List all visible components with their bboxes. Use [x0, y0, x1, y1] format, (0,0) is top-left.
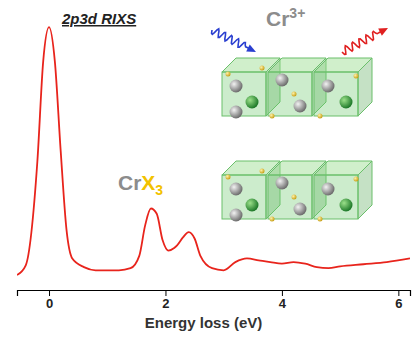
photon-wave — [212, 29, 252, 50]
photon-arrow — [212, 29, 256, 52]
arrow-head — [246, 44, 256, 52]
tick-label: 4 — [279, 296, 287, 311]
atom-small — [226, 72, 231, 77]
atom-small — [292, 195, 297, 200]
tick-label: 6 — [395, 296, 402, 311]
atom-small — [270, 114, 275, 119]
arrow-head — [378, 28, 388, 36]
chromium-site-green — [246, 96, 259, 109]
tick: 0 — [46, 290, 53, 311]
halide-site — [230, 80, 243, 93]
spectrum-line — [17, 27, 410, 275]
cell-front — [268, 72, 312, 116]
cell-side — [358, 161, 372, 219]
halide-site — [322, 80, 335, 93]
tick-label: 0 — [46, 296, 53, 311]
cell-side — [358, 58, 372, 116]
plot-area — [17, 27, 410, 275]
compound-label: CrX3 — [118, 171, 163, 198]
chart: 0 2 4 6 Energy loss (eV) 2p3d RIXS CrX3 Cr3+ — [0, 0, 417, 344]
photon-wave — [342, 30, 383, 54]
cell-front — [314, 175, 358, 219]
atom-small — [260, 66, 265, 71]
cell-front — [222, 72, 266, 116]
title: 2p3d RIXS — [61, 10, 136, 27]
x-axis: 0 2 4 6 — [18, 290, 411, 311]
tick: 4 — [279, 290, 287, 311]
atom-small — [226, 175, 231, 180]
cell-front — [268, 175, 312, 219]
cell-front — [222, 175, 266, 219]
tick-mark — [282, 290, 283, 296]
atom-small — [318, 114, 323, 119]
atom-small — [270, 217, 275, 222]
octahedron-cell — [314, 58, 372, 116]
atom-small — [318, 217, 323, 222]
halide-site — [322, 183, 335, 196]
x-axis-title: Energy loss (eV) — [145, 314, 263, 331]
octahedron-cell — [314, 161, 372, 219]
crystal-structure — [212, 28, 388, 222]
photon-arrow — [342, 28, 388, 54]
atom-small — [354, 177, 359, 182]
halide-site — [230, 106, 243, 119]
atom-small — [354, 74, 359, 79]
halide-site — [230, 183, 243, 196]
cell-front — [314, 72, 358, 116]
tick: 6 — [395, 290, 402, 311]
tick-mark — [398, 290, 399, 296]
chromium-site-green — [246, 199, 259, 212]
atom-small — [260, 169, 265, 174]
tick-label: 2 — [162, 296, 169, 311]
atom-small — [292, 92, 297, 97]
ion-label: Cr3+ — [266, 5, 305, 30]
halide-site — [276, 177, 289, 190]
tick: 2 — [162, 290, 169, 311]
tick-mark — [49, 290, 50, 296]
tick-mark — [165, 290, 166, 296]
halide-site — [276, 74, 289, 87]
halide-site — [294, 203, 307, 216]
halide-site — [294, 100, 307, 113]
chromium-site-green — [340, 96, 353, 109]
chromium-site-green — [340, 199, 353, 212]
axis-line — [18, 291, 411, 297]
halide-site — [230, 209, 243, 222]
